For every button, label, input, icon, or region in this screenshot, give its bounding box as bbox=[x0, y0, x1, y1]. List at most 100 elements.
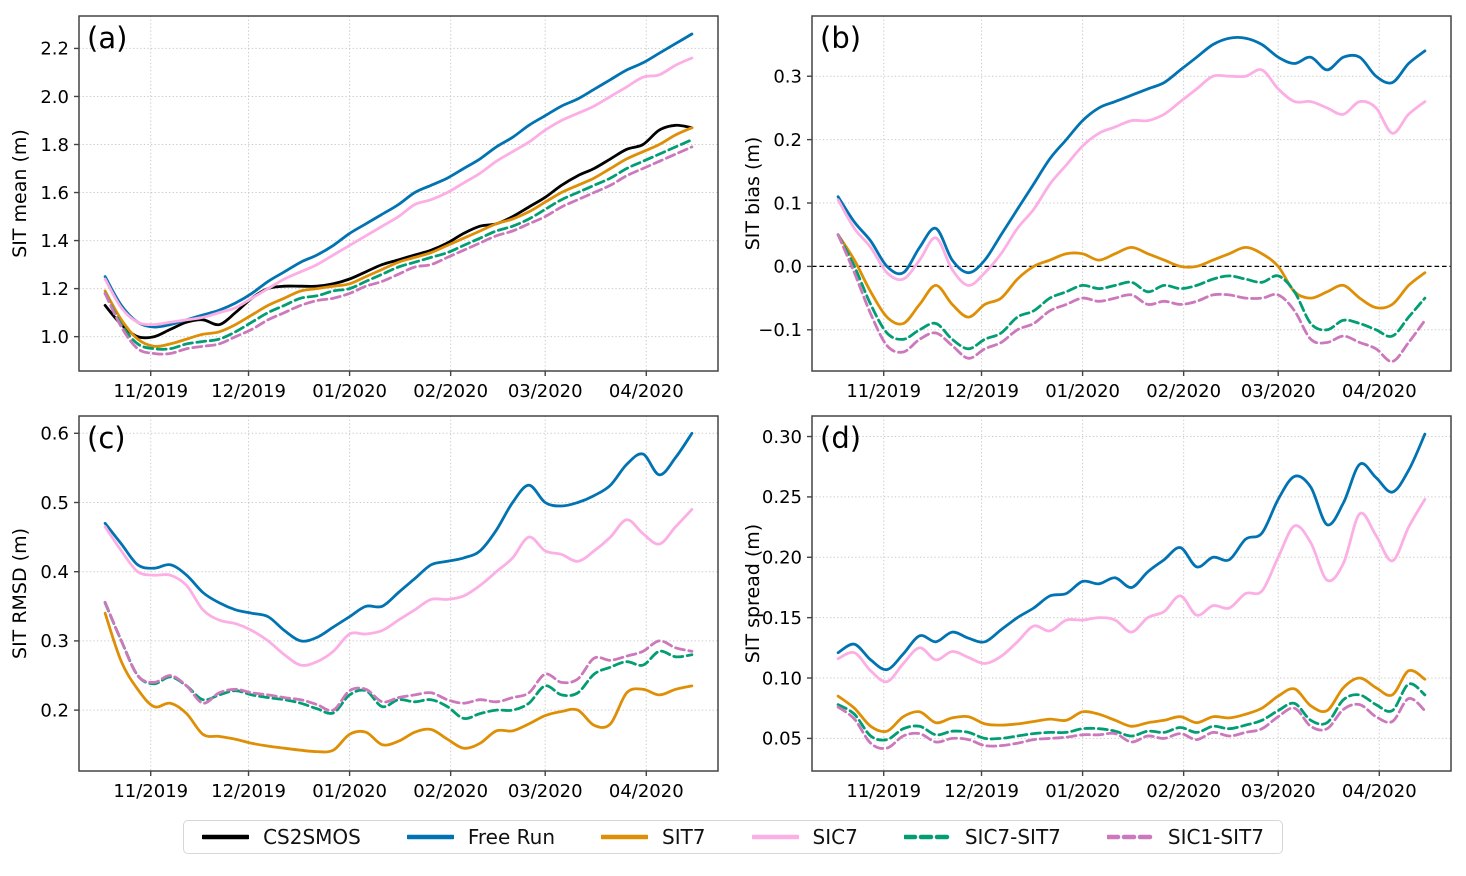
x-tick-label: 01/2020 bbox=[312, 381, 387, 400]
legend-label: SIT7 bbox=[662, 825, 706, 849]
panel-c: 0.2 0.3 0.4 0.5 0.6 11/2019 12/2019 01/2020 02/2… bbox=[0, 400, 733, 800]
panel-letter: (b) bbox=[820, 21, 861, 55]
y-tick-label: −0.1 bbox=[758, 320, 802, 341]
legend-swatch-solid-line-icon bbox=[406, 834, 454, 840]
legend-swatch-dashed-line-icon bbox=[903, 834, 951, 840]
panel-d: 0.05 0.10 0.15 0.20 0.25 0.30 11/2019 12/2019 01… bbox=[733, 400, 1466, 800]
series-line-free-run bbox=[836, 432, 1427, 672]
series-line-free-run bbox=[103, 431, 694, 643]
y-axis-label: SIT mean (m) bbox=[9, 129, 31, 258]
legend-label: SIC7 bbox=[812, 825, 858, 849]
legend-item-cs2smos: CS2SMOS bbox=[202, 827, 361, 847]
series-line-cs2smos bbox=[103, 123, 694, 340]
series-line-sic7 bbox=[103, 56, 694, 327]
series-line-sic7-sit7 bbox=[103, 138, 694, 351]
y-tick-label: 0.3 bbox=[773, 67, 802, 88]
x-tick-label: 01/2020 bbox=[1045, 381, 1120, 400]
y-tick-label: 0.20 bbox=[762, 548, 802, 569]
y-tick-label: 1.2 bbox=[40, 279, 69, 300]
y-tick-label: 2.0 bbox=[40, 87, 69, 108]
series-line-sic1-sit7 bbox=[103, 600, 694, 712]
panel-a-chart: 1.0 1.2 1.4 1.6 1.8 2.0 2.2 11/2019 12/2019 01/20… bbox=[9, 15, 719, 400]
tick-labels: −0.1 0.0 0.1 0.2 0.3 11/2019 12/2019 01/2020 02/… bbox=[758, 67, 1416, 400]
y-tick-label: 1.0 bbox=[40, 327, 69, 348]
legend-item-sic7-sit7: SIC7-SIT7 bbox=[903, 825, 1061, 849]
tick-labels: 0.05 0.10 0.15 0.20 0.25 0.30 11/2019 12/2019 01… bbox=[762, 427, 1417, 800]
y-tick-label: 0.2 bbox=[773, 130, 802, 151]
y-tick-label: 2.2 bbox=[40, 39, 69, 60]
x-tick-label: 03/2020 bbox=[1241, 781, 1316, 800]
legend-label: Free Run bbox=[467, 825, 555, 849]
series-line-sic7-sit7 bbox=[836, 682, 1427, 742]
series-line-sic7-sit7 bbox=[103, 601, 694, 720]
y-tick-label: 0.6 bbox=[40, 424, 69, 445]
x-tick-label: 12/2019 bbox=[211, 381, 286, 400]
legend-label: SIC7-SIT7 bbox=[964, 825, 1061, 849]
legend-row: CS2SMOS Free Run SIT7 SIC7 SIC7-SIT7 SIC1-SIT… bbox=[0, 800, 1466, 876]
y-tick-label: 0.25 bbox=[762, 487, 802, 508]
series-line-sit7 bbox=[103, 611, 694, 754]
x-tick-label: 11/2019 bbox=[846, 381, 921, 400]
y-axis-label: SIT RMSD (m) bbox=[9, 528, 31, 659]
legend-swatch-solid-line-icon bbox=[601, 834, 648, 840]
y-tick-label: 0.2 bbox=[40, 700, 69, 721]
x-tick-label: 01/2020 bbox=[312, 781, 387, 800]
legend-swatch-solid-line-icon bbox=[202, 834, 250, 840]
y-tick-label: 0.4 bbox=[40, 562, 69, 583]
x-tick-label: 02/2020 bbox=[1146, 381, 1221, 400]
x-tick-label: 11/2019 bbox=[113, 381, 188, 400]
y-axis-label: SIT bias (m) bbox=[742, 137, 764, 251]
tick-labels: 0.2 0.3 0.4 0.5 0.6 11/2019 12/2019 01/2020 02/2… bbox=[40, 424, 683, 800]
axes-frame bbox=[811, 415, 1452, 772]
panel-c-chart: 0.2 0.3 0.4 0.5 0.6 11/2019 12/2019 01/2020 02/2… bbox=[9, 415, 719, 800]
x-tick-label: 02/2020 bbox=[1146, 781, 1221, 800]
series-line-free-run bbox=[836, 35, 1427, 276]
y-tick-label: 0.15 bbox=[762, 608, 802, 629]
series-line-sic1-sit7 bbox=[836, 233, 1427, 363]
legend-item-sit7: SIT7 bbox=[601, 827, 706, 847]
series-line-sic1-sit7 bbox=[103, 145, 694, 356]
panel-grid: 1.0 1.2 1.4 1.6 1.8 2.0 2.2 11/2019 12/2019 01/20… bbox=[0, 0, 1466, 800]
axes-frame bbox=[811, 15, 1452, 372]
series-line-sit7 bbox=[836, 668, 1427, 734]
legend-swatch-dashed-line-icon bbox=[1106, 834, 1154, 840]
y-tick-label: 0.10 bbox=[762, 668, 802, 689]
x-tick-label: 04/2020 bbox=[609, 781, 684, 800]
series-line-sic7-sit7 bbox=[836, 233, 1427, 351]
y-tick-label: 0.5 bbox=[40, 493, 69, 514]
y-tick-label: 1.4 bbox=[40, 231, 69, 252]
legend-item-sic1-sit7: SIC1-SIT7 bbox=[1106, 827, 1264, 847]
series-line-sic7 bbox=[836, 497, 1427, 684]
y-tick-label: 0.30 bbox=[762, 427, 802, 448]
panel-d-chart: 0.05 0.10 0.15 0.20 0.25 0.30 11/2019 12/2019 01… bbox=[742, 415, 1452, 800]
panel-a: 1.0 1.2 1.4 1.6 1.8 2.0 2.2 11/2019 12/2019 01/20… bbox=[0, 0, 733, 400]
series-line-sic7 bbox=[836, 68, 1427, 287]
gridlines bbox=[812, 416, 1451, 771]
series-line-sit7 bbox=[103, 126, 694, 348]
y-tick-label: 0.05 bbox=[762, 729, 802, 750]
x-tick-label: 01/2020 bbox=[1045, 781, 1120, 800]
series-line-sit7 bbox=[836, 233, 1427, 326]
series-group bbox=[103, 32, 694, 356]
series-group bbox=[836, 35, 1427, 363]
series-line-sic7 bbox=[103, 508, 694, 667]
axes-frame bbox=[78, 15, 719, 372]
gridlines bbox=[79, 16, 718, 371]
x-tick-label: 03/2020 bbox=[508, 781, 583, 800]
y-tick-label: 0.1 bbox=[773, 193, 802, 214]
tick-labels: 1.0 1.2 1.4 1.6 1.8 2.0 2.2 11/2019 12/2019 01/20… bbox=[40, 39, 683, 400]
panel-b-chart: −0.1 0.0 0.1 0.2 0.3 11/2019 12/2019 01/2020 02/… bbox=[742, 15, 1452, 400]
y-axis-label: SIT spread (m) bbox=[742, 524, 764, 663]
legend-swatch-solid-line-icon bbox=[751, 834, 799, 840]
series-group bbox=[103, 431, 694, 754]
gridlines bbox=[79, 416, 718, 771]
x-tick-label: 12/2019 bbox=[944, 781, 1019, 800]
x-tick-label: 11/2019 bbox=[113, 781, 188, 800]
x-tick-label: 03/2020 bbox=[508, 381, 583, 400]
panel-letter: (a) bbox=[87, 21, 127, 55]
x-tick-label: 04/2020 bbox=[1342, 781, 1417, 800]
y-tick-label: 1.6 bbox=[40, 183, 69, 204]
axes-frame bbox=[78, 415, 719, 772]
y-tick-label: 1.8 bbox=[40, 135, 69, 156]
